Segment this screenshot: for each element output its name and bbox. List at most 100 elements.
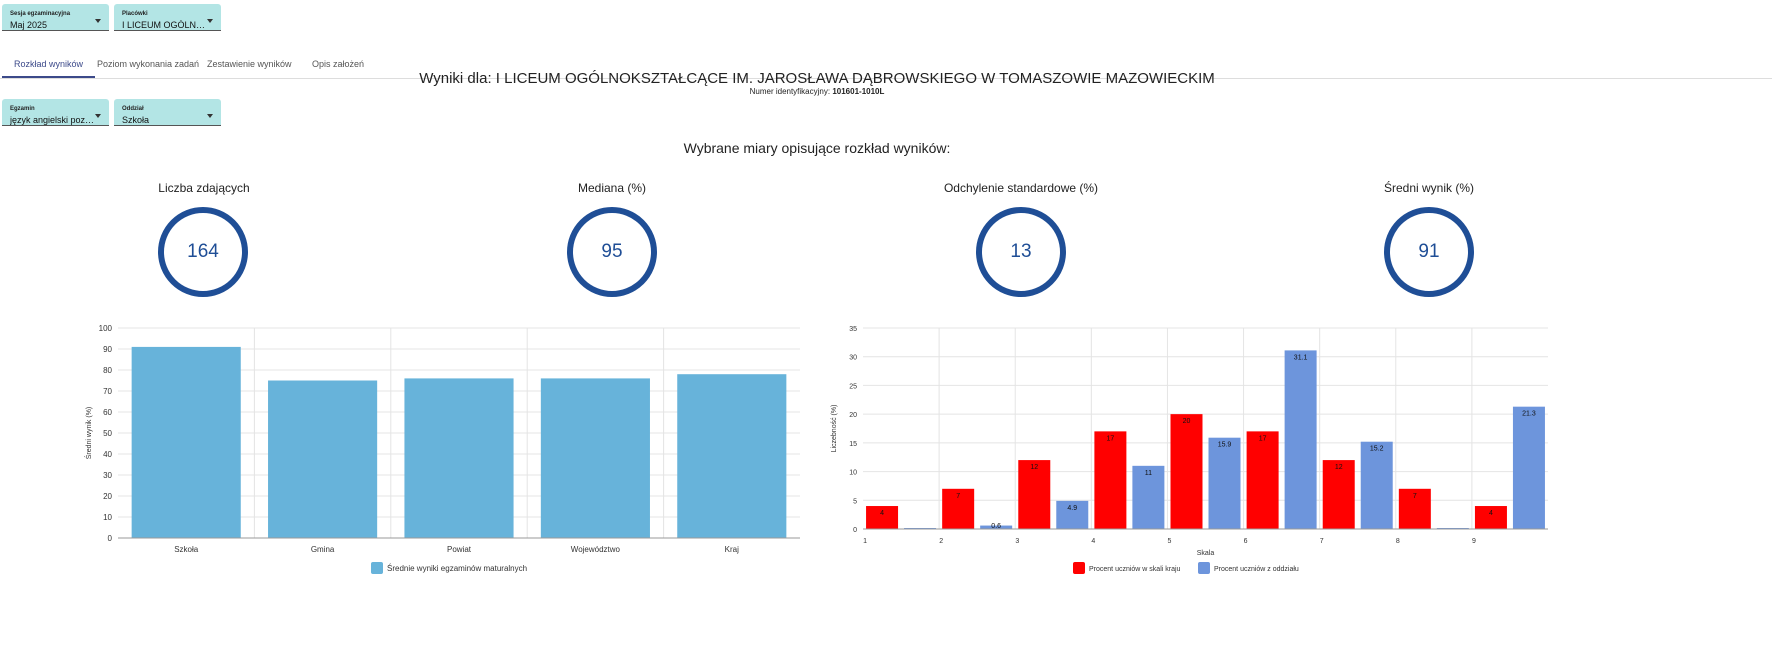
bar — [1018, 460, 1051, 529]
y-tick-label: 80 — [103, 366, 112, 375]
data-label: 31.1 — [1294, 354, 1308, 361]
tab-zestawienie-wynikow[interactable]: Zestawienie wyników — [207, 59, 292, 69]
x-tick-label: 8 — [1396, 538, 1400, 545]
data-label: 17 — [1259, 435, 1267, 442]
active-tab-indicator — [2, 76, 95, 78]
legend-label: Procent uczniów w skali kraju — [1089, 566, 1181, 573]
bar — [942, 488, 975, 529]
y-tick-label: 50 — [103, 429, 112, 438]
legend-label: Procent uczniów z oddziału — [1214, 566, 1299, 573]
y-tick-label: 70 — [103, 387, 112, 396]
x-tick-label: Szkoła — [174, 545, 199, 554]
y-tick-label: 5 — [853, 498, 857, 505]
department-dropdown-value: Szkoła — [122, 115, 150, 125]
id-value: 101601-1010L — [832, 87, 885, 96]
bar — [980, 525, 1013, 529]
legend-swatch — [1073, 562, 1085, 574]
metric-ring-mean: 91 — [1384, 207, 1474, 297]
metric-value-stddev: 13 — [1010, 241, 1032, 262]
exam-dropdown-label: Egzamin — [10, 106, 35, 112]
x-tick-label: 6 — [1244, 538, 1248, 545]
data-label: 11 — [1145, 470, 1152, 477]
chevron-down-icon — [95, 19, 101, 23]
x-tick-label: Gmina — [311, 545, 335, 554]
x-tick-label: 2 — [939, 538, 943, 545]
bar — [268, 380, 378, 538]
tab-opis-zalozen[interactable]: Opis założeń — [312, 59, 365, 69]
data-label: 4.9 — [1067, 505, 1077, 512]
bar — [866, 506, 899, 529]
average-results-chart: 0 10 20 30 40 50 60 70 80 90 100 Szkoła Gmina Powiat W… — [84, 324, 800, 574]
bar — [404, 378, 514, 538]
bar — [131, 346, 241, 538]
data-label: 4 — [1489, 510, 1493, 517]
tab-rozklad-wynikow[interactable]: Rozkład wyników — [14, 59, 84, 69]
distribution-chart: 051015202530354170.62124.93171142015.951… — [831, 326, 1548, 574]
data-label: 15.2 — [1370, 446, 1384, 453]
bar — [1208, 437, 1241, 529]
chevron-down-icon — [207, 19, 213, 23]
y-tick-label: 0 — [853, 527, 857, 534]
y-tick-label: 20 — [849, 412, 857, 419]
x-tick-label: 7 — [1320, 538, 1324, 545]
bar — [1474, 506, 1507, 529]
x-tick-label: Województwo — [571, 545, 621, 554]
x-tick-label: 5 — [1168, 538, 1172, 545]
y-tick-label: 10 — [849, 470, 857, 477]
metric-value-median: 95 — [601, 241, 623, 262]
session-dropdown-value: Maj 2025 — [10, 20, 48, 30]
department-dropdown[interactable]: Oddział Szkoła — [114, 99, 221, 126]
legend-swatch — [1198, 562, 1210, 574]
bar — [1398, 488, 1431, 529]
metric-label-count: Liczba zdających — [158, 181, 250, 195]
y-tick-label: 30 — [849, 355, 857, 362]
y-axis-label: Liczebność (%) — [831, 405, 838, 453]
id-label: Numer identyfikacyjny: — [749, 87, 831, 96]
metric-label-median: Mediana (%) — [577, 181, 647, 195]
chevron-down-icon — [207, 114, 213, 118]
measures-title: Wybrane miary opisujące rozkład wyników: — [683, 140, 951, 156]
y-axis-label: Średni wynik (%) — [84, 407, 93, 460]
metric-ring-count: 164 — [158, 207, 248, 297]
y-tick-label: 35 — [849, 326, 857, 333]
tab-divider — [0, 78, 1772, 79]
bar — [1056, 500, 1089, 529]
data-label: 12 — [1335, 464, 1343, 471]
legend-label: Średnie wyniki egzaminów maturalnych — [387, 564, 527, 573]
institution-dropdown[interactable]: Placówki I LICEUM OGÓLNOKSZTAŁCĄCE IM. J… — [114, 4, 221, 31]
x-axis-label: Skala — [1197, 550, 1215, 557]
metric-ring-median: 95 — [567, 207, 657, 297]
id-line: Numer identyfikacyjny: 101601-1010L — [0, 87, 1634, 96]
tab-poziom-wykonania-zadan[interactable]: Poziom wykonania zadań — [97, 59, 200, 69]
y-tick-label: 90 — [103, 345, 112, 354]
data-label: 21.3 — [1522, 411, 1536, 418]
y-tick-label: 60 — [103, 408, 112, 417]
session-dropdown[interactable]: Sesja egzaminacyjna Maj 2025 — [2, 4, 109, 31]
exam-dropdown-value: język angielski poziom podstawowy — [10, 115, 95, 125]
bar — [1284, 350, 1317, 529]
data-label: 20 — [1183, 418, 1191, 425]
y-tick-label: 100 — [99, 324, 113, 333]
institution-dropdown-value: I LICEUM OGÓLNOKSZTAŁCĄCE IM. JAROSŁAWA … — [122, 20, 207, 30]
bar — [677, 374, 787, 538]
data-label: 12 — [1030, 464, 1038, 471]
data-label: 4 — [880, 510, 884, 517]
data-label: 17 — [1106, 435, 1114, 442]
department-dropdown-label: Oddział — [122, 106, 144, 112]
institution-dropdown-label: Placówki — [122, 11, 148, 17]
metric-label-stddev: Odchylenie standardowe (%) — [943, 181, 1099, 195]
y-tick-label: 10 — [103, 513, 112, 522]
metric-label-mean: Średni wynik (%) — [1383, 181, 1475, 195]
data-label: 15.9 — [1218, 442, 1232, 449]
exam-dropdown[interactable]: Egzamin język angielski poziom podstawow… — [2, 99, 109, 126]
y-tick-label: 25 — [849, 383, 857, 390]
legend-swatch — [371, 562, 383, 574]
metric-value-count: 164 — [187, 241, 219, 262]
page-title: Wyniki dla: I LICEUM OGÓLNOKSZTAŁCĄCE IM… — [419, 70, 1215, 87]
data-label: 7 — [956, 493, 960, 500]
x-tick-label: 3 — [1015, 538, 1019, 545]
data-label: 0.6 — [991, 523, 1001, 530]
bar — [1132, 465, 1165, 529]
bar — [1512, 406, 1545, 529]
session-dropdown-label: Sesja egzaminacyjna — [10, 11, 71, 17]
